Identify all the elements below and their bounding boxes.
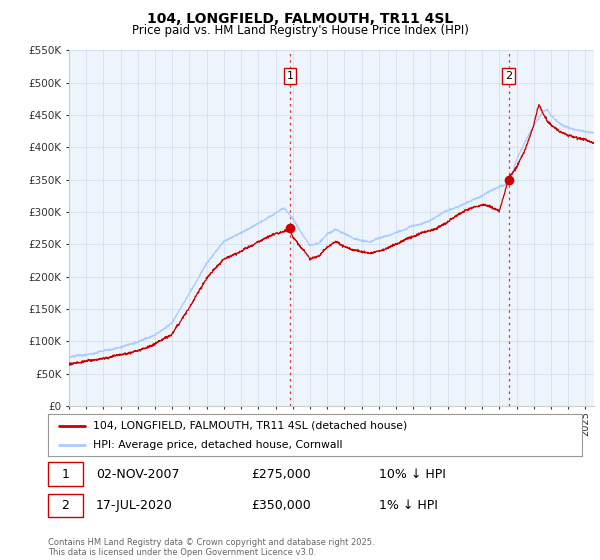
Text: HPI: Average price, detached house, Cornwall: HPI: Average price, detached house, Corn… xyxy=(94,440,343,450)
Text: 1: 1 xyxy=(61,468,69,480)
Text: 2: 2 xyxy=(61,499,69,512)
Text: 104, LONGFIELD, FALMOUTH, TR11 4SL: 104, LONGFIELD, FALMOUTH, TR11 4SL xyxy=(147,12,453,26)
Text: Price paid vs. HM Land Registry's House Price Index (HPI): Price paid vs. HM Land Registry's House … xyxy=(131,24,469,36)
Text: 02-NOV-2007: 02-NOV-2007 xyxy=(96,468,179,480)
Text: 1% ↓ HPI: 1% ↓ HPI xyxy=(379,499,438,512)
Text: Contains HM Land Registry data © Crown copyright and database right 2025.
This d: Contains HM Land Registry data © Crown c… xyxy=(48,538,374,557)
Text: 104, LONGFIELD, FALMOUTH, TR11 4SL (detached house): 104, LONGFIELD, FALMOUTH, TR11 4SL (deta… xyxy=(94,421,407,431)
Text: 1: 1 xyxy=(287,71,293,81)
Text: 10% ↓ HPI: 10% ↓ HPI xyxy=(379,468,446,480)
FancyBboxPatch shape xyxy=(48,462,83,486)
Text: £275,000: £275,000 xyxy=(251,468,311,480)
Text: 2: 2 xyxy=(505,71,512,81)
FancyBboxPatch shape xyxy=(48,494,83,517)
Text: £350,000: £350,000 xyxy=(251,499,311,512)
Text: 17-JUL-2020: 17-JUL-2020 xyxy=(96,499,173,512)
